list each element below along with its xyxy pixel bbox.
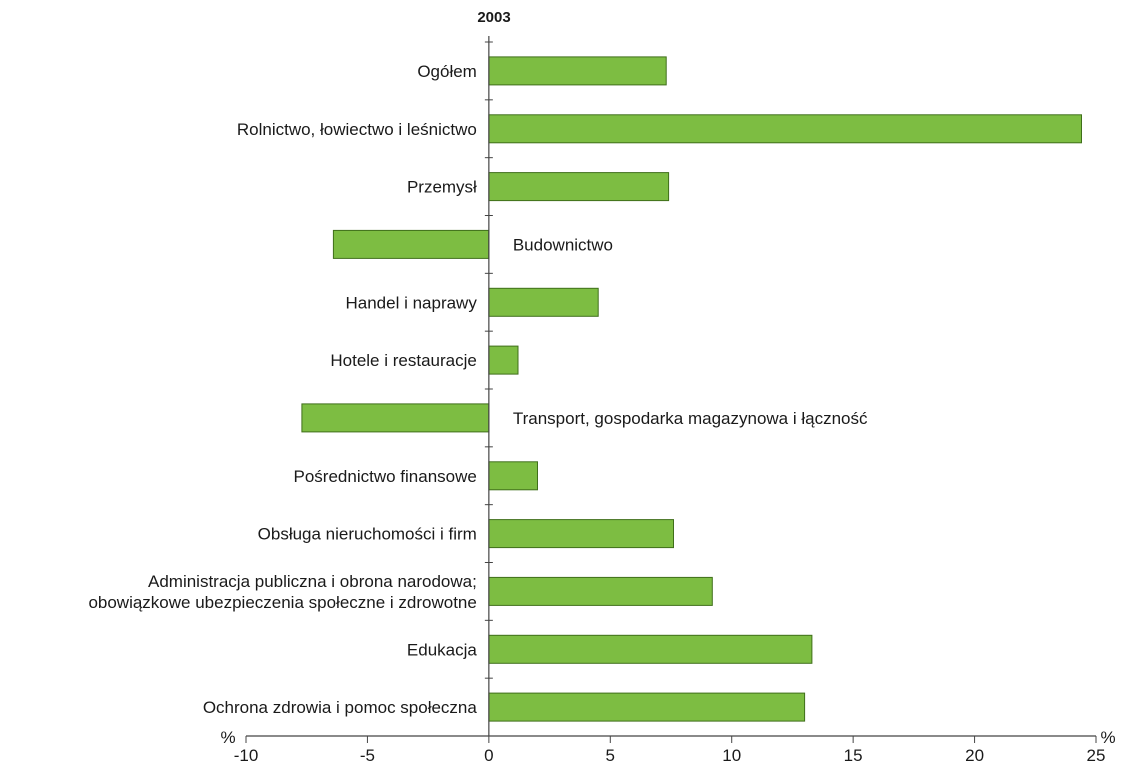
bar-3 [332, 229, 490, 259]
bar-7 [488, 461, 538, 491]
category-label-line: Pośrednictwo finansowe [294, 467, 477, 486]
category-label-line: Hotele i restauracje [330, 351, 476, 370]
x-unit-right: % [1100, 728, 1115, 747]
x-tick-label: 0 [484, 746, 493, 765]
category-label-9: Administracja publiczna i obrona narodow… [88, 572, 476, 612]
category-label-line: Transport, gospodarka magazynowa i łączn… [513, 409, 868, 428]
category-label-line: Handel i naprawy [345, 293, 477, 312]
category-label-0: Ogółem [417, 62, 477, 81]
category-label-6: Transport, gospodarka magazynowa i łączn… [513, 409, 868, 428]
x-tick-label: 15 [844, 746, 863, 765]
category-label-line: Ogółem [417, 62, 477, 81]
category-label-3: Budownictwo [513, 235, 613, 254]
bar-5 [488, 345, 519, 375]
bar-6 [301, 403, 490, 433]
category-label-line: Przemysł [407, 178, 477, 197]
category-label-line: Budownictwo [513, 235, 613, 254]
category-label-line: Ochrona zdrowia i pomoc społeczna [203, 698, 478, 717]
axes-group: -10 -5 0 5 10 15 20 25 [234, 36, 1106, 765]
category-label-8: Obsługa nieruchomości i firm [258, 525, 477, 544]
bar-2 [488, 172, 670, 202]
category-label-line: Edukacja [407, 640, 477, 659]
bar-11 [488, 692, 806, 722]
bar-9 [488, 576, 713, 606]
x-tick-label: 20 [965, 746, 984, 765]
bars-group [301, 56, 1082, 722]
category-label-line: Administracja publiczna i obrona narodow… [148, 572, 477, 591]
category-label-2: Przemysł [407, 178, 477, 197]
category-label-line: Rolnictwo, łowiectwo i leśnictwo [237, 120, 477, 139]
category-labels: Ogółem Rolnictwo, łowiectwo i leśnictwo Pr… [88, 62, 868, 717]
x-tick-label: 10 [722, 746, 741, 765]
category-label-line: obowiązkowe ubezpieczenia społeczne i zd… [88, 593, 476, 612]
category-label-7: Pośrednictwo finansowe [294, 467, 477, 486]
x-tick-label: -5 [360, 746, 375, 765]
bar-10 [488, 634, 813, 664]
category-label-4: Handel i naprawy [345, 293, 477, 312]
bar-4 [488, 287, 599, 317]
category-label-5: Hotele i restauracje [330, 351, 476, 370]
category-label-1: Rolnictwo, łowiectwo i leśnictwo [237, 120, 477, 139]
x-tick-label: 5 [606, 746, 615, 765]
category-label-11: Ochrona zdrowia i pomoc społeczna [203, 698, 478, 717]
x-tick-label: -10 [234, 746, 259, 765]
x-unit-left: % [220, 728, 235, 747]
bar-0 [488, 56, 667, 86]
category-label-line: Obsługa nieruchomości i firm [258, 525, 477, 544]
bar-8 [488, 519, 674, 549]
x-tick-label: 25 [1087, 746, 1106, 765]
chart-title: 2003 [477, 9, 510, 26]
bar-1 [488, 114, 1082, 144]
category-label-10: Edukacja [407, 640, 477, 659]
